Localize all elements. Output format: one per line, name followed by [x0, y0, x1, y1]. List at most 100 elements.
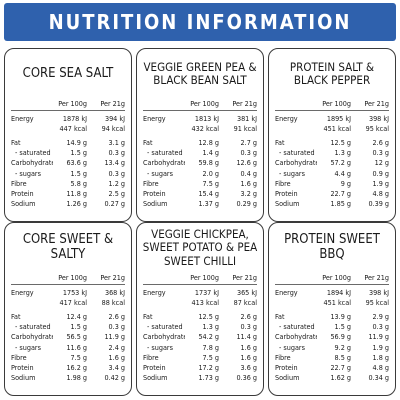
header-per-100g: Per 100g — [322, 273, 351, 282]
table-row: Fat 13.9 g 2.9 g — [275, 311, 389, 321]
value-per-100g: 1.4 g — [202, 148, 219, 158]
table-row: Carbohydrate 56.5 g 11.9 g — [11, 332, 125, 342]
table-row: Fat 12.4 g 2.6 g — [11, 311, 125, 321]
table-row: Carbohydrate 56.9 g 11.9 g — [275, 332, 389, 342]
nutrient-label: - sugars — [279, 342, 305, 352]
value-per-21g: 2.6 g — [240, 311, 257, 321]
nutrient-label: Energy — [143, 113, 166, 123]
value-per-100g: 1.62 g — [330, 373, 351, 383]
table-row: 447 kcal 94 kcal — [11, 123, 125, 133]
table-row: Protein 17.2 g 3.6 g — [143, 362, 257, 372]
value-per-100g: 12.4 g — [66, 311, 87, 321]
nutrient-label: Fibre — [11, 352, 27, 362]
value-per-100g: 1895 kJ — [326, 113, 351, 123]
nutrient-label: Fibre — [275, 178, 291, 188]
value-per-21g: 0.3 g — [372, 322, 389, 332]
table-row: Carbohydrate 59.8 g 12.6 g — [143, 158, 257, 168]
header-per-21g: Per 21g — [100, 99, 125, 108]
value-per-100g: 1.5 g — [334, 322, 351, 332]
table-row: - sugars 4.4 g 0.9 g — [275, 168, 389, 178]
value-per-21g: 13.4 g — [104, 158, 125, 168]
nutrient-label: - saturated — [15, 148, 51, 158]
table-row: Fibre 7.5 g 1.6 g — [11, 352, 125, 362]
table-row: Sodium 1.62 g 0.34 g — [275, 373, 389, 383]
value-per-21g: 0.3 g — [240, 148, 257, 158]
value-per-21g: 1.9 g — [372, 178, 389, 188]
table-row: Sodium 1.98 g 0.42 g — [11, 373, 125, 383]
value-per-100g: 56.5 g — [66, 332, 87, 342]
nutrient-label: - sugars — [147, 168, 173, 178]
value-per-100g: 7.5 g — [70, 352, 87, 362]
value-per-21g: 11.9 g — [104, 332, 125, 342]
value-per-100g: 63.6 g — [66, 158, 87, 168]
table-row: - saturated 1.5 g 0.3 g — [11, 148, 125, 158]
table-header-row: Per 100g Per 21g — [143, 97, 257, 111]
nutrient-label: Protein — [275, 362, 298, 372]
nutrition-card: VEGGIE CHICKPEA, SWEET POTATO & PEA SWEE… — [136, 222, 264, 396]
page-title: NUTRITION INFORMATION — [48, 10, 352, 34]
value-per-100g: 447 kcal — [59, 123, 87, 133]
nutrient-label: Fat — [275, 311, 285, 321]
value-per-21g: 368 kJ — [104, 287, 125, 297]
table-header-row: Per 100g Per 21g — [143, 271, 257, 285]
value-per-100g: 9.2 g — [334, 342, 351, 352]
table-row: - saturated 1.4 g 0.3 g — [143, 148, 257, 158]
table-row: Fat 12.5 g 2.6 g — [275, 137, 389, 147]
value-per-21g: 0.36 g — [236, 373, 257, 383]
table-row: Fat 14.9 g 3.1 g — [11, 137, 125, 147]
value-per-100g: 413 kcal — [191, 297, 219, 307]
value-per-100g: 12.5 g — [198, 311, 219, 321]
nutrient-label: Carbohydrate — [11, 332, 53, 342]
nutrient-label: Carbohydrate — [143, 332, 185, 342]
value-per-21g: 94 kcal — [101, 123, 125, 133]
nutrient-label: Carbohydrate — [275, 158, 317, 168]
header-per-100g: Per 100g — [322, 99, 351, 108]
value-per-100g: 16.2 g — [66, 362, 87, 372]
nutrient-label: Fibre — [275, 352, 291, 362]
table-row: Carbohydrate 63.6 g 13.4 g — [11, 158, 125, 168]
value-per-21g: 0.4 g — [240, 168, 257, 178]
table-row: Sodium 1.37 g 0.29 g — [143, 199, 257, 209]
value-per-100g: 7.5 g — [202, 352, 219, 362]
header-per-100g: Per 100g — [190, 273, 219, 282]
value-per-100g: 1.3 g — [334, 148, 351, 158]
table-row: Protein 16.2 g 3.4 g — [11, 362, 125, 372]
value-per-21g: 0.9 g — [372, 168, 389, 178]
value-per-100g: 1813 kJ — [194, 113, 219, 123]
value-per-21g: 2.5 g — [108, 188, 125, 198]
table-row: - sugars 7.8 g 1.6 g — [143, 342, 257, 352]
nutrient-label: Fibre — [143, 178, 159, 188]
value-per-21g: 0.3 g — [372, 148, 389, 158]
value-per-21g: 87 kcal — [233, 297, 257, 307]
value-per-100g: 13.9 g — [330, 311, 351, 321]
value-per-100g: 1.73 g — [198, 373, 219, 383]
value-per-21g: 0.34 g — [368, 373, 389, 383]
value-per-21g: 0.42 g — [104, 373, 125, 383]
value-per-100g: 1753 kJ — [62, 287, 87, 297]
table-row: Fibre 5.8 g 1.2 g — [11, 178, 125, 188]
table-row: - saturated 1.3 g 0.3 g — [143, 322, 257, 332]
value-per-21g: 11.9 g — [368, 332, 389, 342]
table-header-row: Per 100g Per 21g — [11, 271, 125, 285]
nutrient-label: Energy — [143, 287, 166, 297]
value-per-21g: 1.6 g — [240, 342, 257, 352]
value-per-21g: 0.3 g — [108, 168, 125, 178]
value-per-21g: 0.3 g — [108, 322, 125, 332]
nutrient-label: Carbohydrate — [275, 332, 317, 342]
value-per-21g: 2.9 g — [372, 311, 389, 321]
value-per-100g: 9 g — [340, 178, 351, 188]
value-per-100g: 451 kcal — [323, 123, 351, 133]
header-per-21g: Per 21g — [364, 99, 389, 108]
table-row: Energy 1813 kJ 381 kJ — [143, 113, 257, 123]
table-row: - saturated 1.5 g 0.3 g — [11, 322, 125, 332]
value-per-100g: 22.7 g — [330, 362, 351, 372]
value-per-21g: 95 kcal — [365, 123, 389, 133]
value-per-21g: 0.3 g — [240, 322, 257, 332]
value-per-100g: 15.4 g — [198, 188, 219, 198]
value-per-21g: 394 kJ — [104, 113, 125, 123]
table-row: 413 kcal 87 kcal — [143, 297, 257, 307]
value-per-100g: 54.2 g — [198, 332, 219, 342]
value-per-100g: 417 kcal — [59, 297, 87, 307]
value-per-21g: 95 kcal — [365, 297, 389, 307]
value-per-21g: 365 kJ — [236, 287, 257, 297]
